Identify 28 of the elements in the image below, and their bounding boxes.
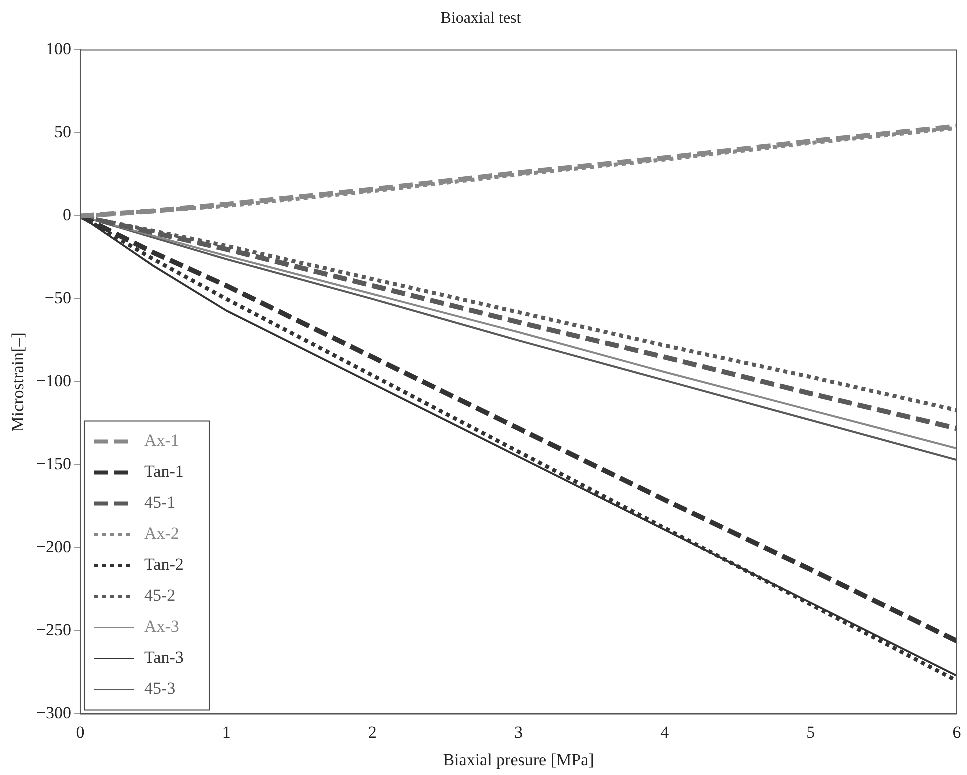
x-tick-label: 3 [514,722,523,742]
legend-label: 45-2 [144,586,176,606]
y-axis-title: Microstrain[–] [8,332,28,432]
legend-label: Ax-1 [144,431,180,450]
y-tick-label: 50 [54,122,72,142]
legend-label: 45-3 [144,679,176,698]
y-tick-label: −150 [36,454,72,474]
legend-label: Ax-2 [144,524,180,544]
y-tick-label: −250 [36,620,72,640]
chart-title: Bioaxial test [440,10,522,27]
x-tick-label: 4 [660,722,670,742]
y-tick-label: −100 [36,372,72,391]
legend-label: Tan-2 [144,555,184,574]
y-tick-label: −300 [36,704,72,723]
x-tick-label: 6 [952,722,962,742]
y-tick-label: 100 [46,40,72,59]
y-tick-label: −200 [36,538,72,557]
x-tick-label: 0 [76,722,85,742]
y-tick-label: 0 [62,206,72,225]
x-tick-label: 2 [368,722,377,742]
legend-label: Tan-1 [144,462,184,482]
y-tick-label: −50 [44,288,72,308]
legend-label: Tan-3 [144,648,184,668]
x-tick-label: 1 [222,722,231,742]
legend-label: Ax-3 [144,617,180,636]
legend-label: 45-1 [144,493,176,512]
x-axis-title: Biaxial presure [MPa] [443,750,594,770]
x-tick-label: 5 [806,722,816,742]
